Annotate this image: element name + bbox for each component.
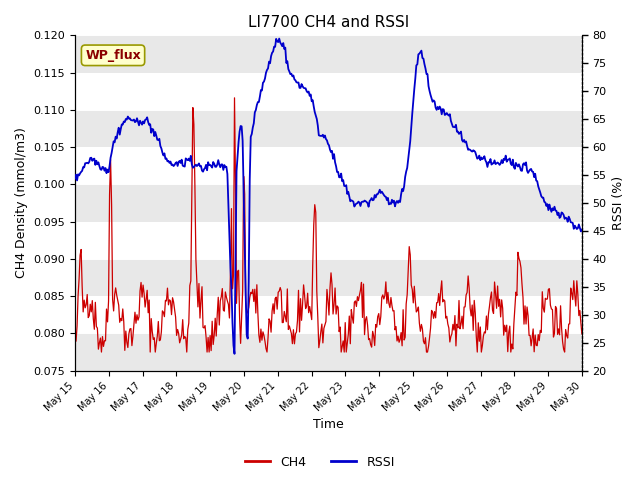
X-axis label: Time: Time xyxy=(313,419,344,432)
Bar xyxy=(75,184,582,222)
Bar xyxy=(75,36,582,72)
Bar xyxy=(75,334,582,371)
Text: WP_flux: WP_flux xyxy=(85,49,141,62)
Y-axis label: RSSI (%): RSSI (%) xyxy=(612,176,625,230)
Title: LI7700 CH4 and RSSI: LI7700 CH4 and RSSI xyxy=(248,15,409,30)
Bar xyxy=(75,110,582,147)
Legend: CH4, RSSI: CH4, RSSI xyxy=(240,451,400,474)
Y-axis label: CH4 Density (mmol/m3): CH4 Density (mmol/m3) xyxy=(15,128,28,278)
Bar xyxy=(75,259,582,296)
